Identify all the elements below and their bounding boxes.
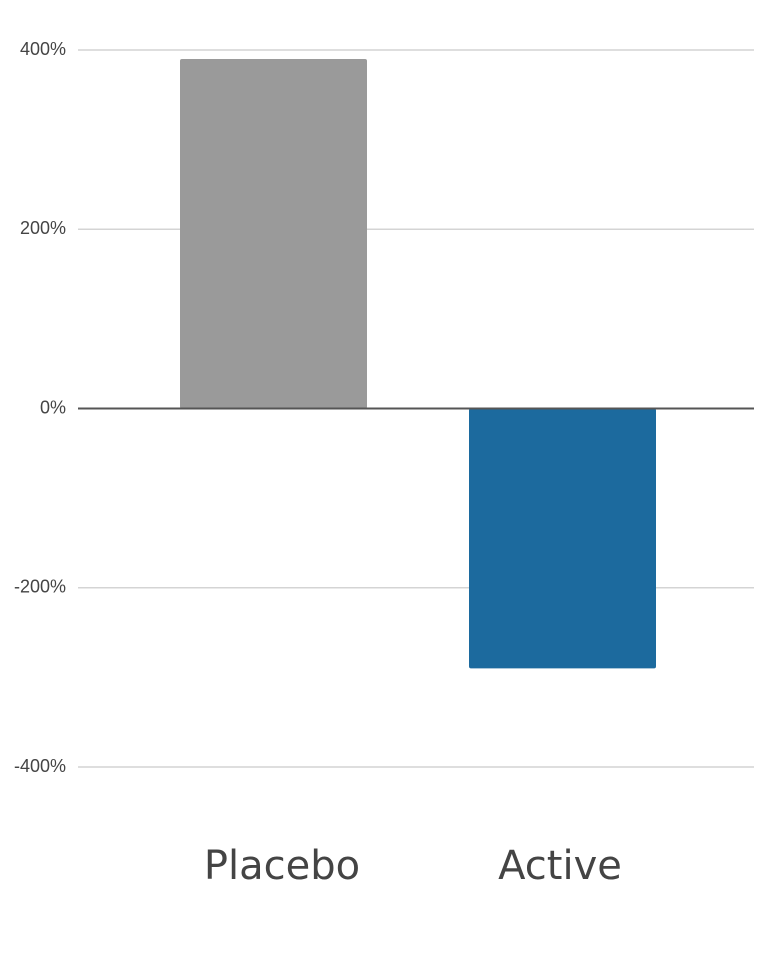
y-tick-label: 400% xyxy=(20,39,66,59)
y-tick-label: 0% xyxy=(40,397,66,417)
x-tick-label: Active xyxy=(498,843,622,889)
bar xyxy=(180,58,367,409)
bar xyxy=(469,408,656,669)
y-tick-label: 200% xyxy=(20,218,66,238)
y-tick-label: -400% xyxy=(14,756,66,776)
y-tick-label: -200% xyxy=(14,577,66,597)
x-tick-label: Placebo xyxy=(204,843,360,889)
